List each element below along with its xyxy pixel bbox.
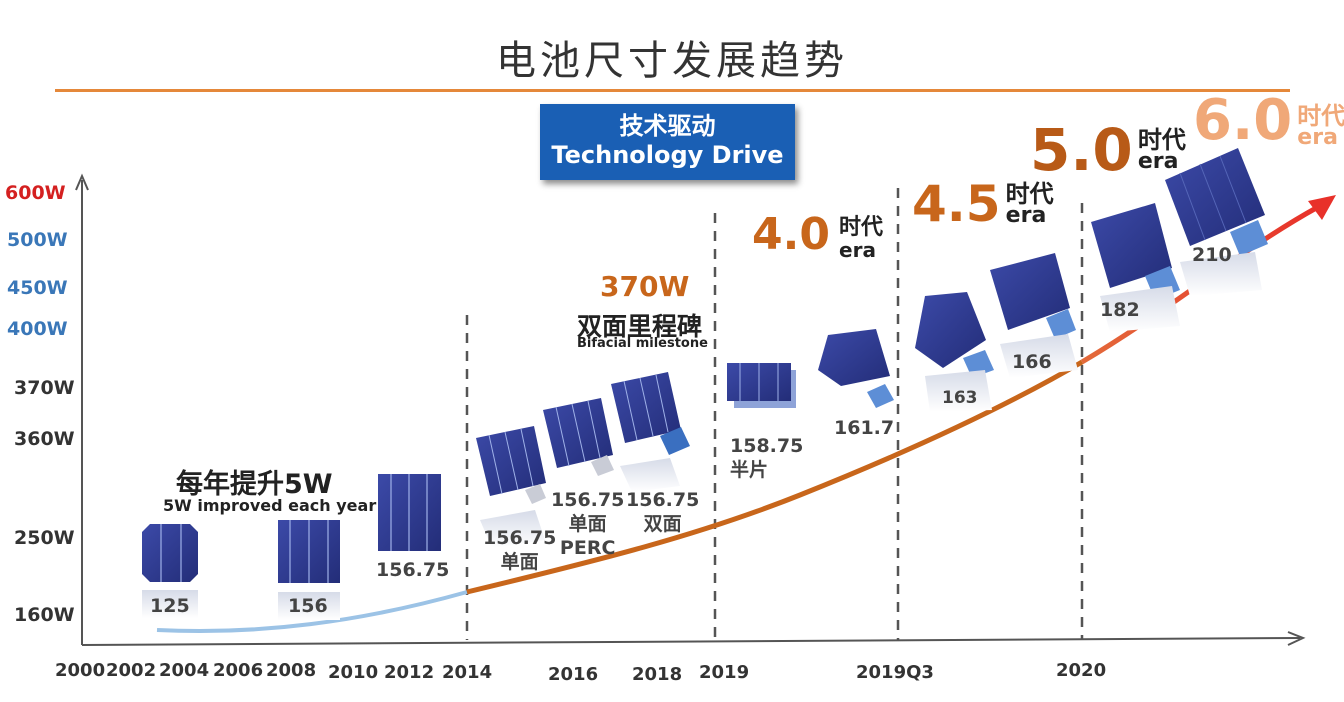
yearly-improvement-zh: 每年提升5W	[176, 469, 333, 500]
era-5-0: 5.0 时代 era	[1030, 118, 1186, 182]
banner-title-zh: 技术驱动	[619, 112, 716, 140]
era-4-0-zh: 时代	[839, 215, 884, 240]
era-4-0-en: era	[839, 238, 876, 262]
growth-arrow-head	[1308, 195, 1336, 220]
title-divider	[55, 89, 1290, 92]
wafer-label-158-75-size: 158.75	[730, 435, 804, 457]
wafer-label-156-75-mono-type: 单面	[500, 551, 539, 573]
era-6-0-en: era	[1297, 125, 1338, 150]
wafer-156-75-mono	[476, 426, 546, 548]
wafer-label-158-75-type: 半片	[730, 459, 769, 481]
y-label-160w: 160W	[14, 604, 75, 626]
wafer-158-75-half-cut	[727, 363, 796, 408]
x-label-2012: 2012	[384, 662, 435, 683]
era-6-0: 6.0 时代 era	[1193, 90, 1344, 152]
technology-drive-banner: 技术驱动 Technology Drive	[540, 104, 795, 180]
x-label-2000: 2000	[55, 660, 106, 681]
x-label-2004: 2004	[159, 660, 210, 681]
era-6-0-number: 6.0	[1193, 88, 1293, 153]
wafer-156	[278, 520, 340, 620]
wafer-161-7	[818, 329, 894, 408]
x-label-2010: 2010	[328, 662, 379, 683]
y-label-360w: 360W	[14, 428, 75, 450]
era-4-0-number: 4.0	[752, 209, 830, 260]
y-axis-arrow	[75, 173, 89, 191]
wafer-label-156-75-perc-size: 156.75	[551, 489, 625, 511]
growth-curve-mid	[466, 359, 1084, 595]
era-4-5: 4.5 时代 era	[912, 176, 1054, 232]
era-4-5-zh: 时代	[1005, 180, 1054, 208]
x-label-2020: 2020	[1056, 660, 1107, 681]
wafer-label-125: 125	[150, 595, 190, 617]
x-axis	[81, 637, 1301, 646]
era-5-0-zh: 时代	[1137, 126, 1186, 154]
era-4-5-en: era	[1005, 203, 1047, 228]
wafer-166	[990, 253, 1078, 378]
bifacial-milestone-en: Bifacial milestone	[577, 336, 708, 351]
x-axis-arrow	[1287, 631, 1306, 646]
wafer-163	[915, 292, 994, 412]
wafer-label-156-75-mono-size: 156.75	[483, 527, 557, 549]
bifacial-power: 370W	[600, 270, 690, 303]
wafer-label-166: 166	[1012, 351, 1052, 373]
y-label-450w: 450W	[7, 277, 68, 299]
y-label-370w: 370W	[14, 377, 75, 399]
wafer-label-156-75-bifacial: 156.75 双面	[626, 488, 699, 536]
wafer-label-156: 156	[288, 595, 328, 617]
y-label-400w: 400W	[7, 318, 68, 340]
wafer-label-156-75-perc-tech: PERC	[559, 537, 616, 559]
era-6-0-zh: 时代	[1297, 102, 1344, 130]
banner-title-en: Technology Drive	[551, 141, 784, 169]
wafer-label-210: 210	[1192, 244, 1232, 266]
wafer-label-163: 163	[942, 388, 978, 408]
y-label-250w: 250W	[14, 527, 75, 549]
yearly-improvement-en: 5W improved each year	[163, 496, 377, 515]
wafer-182	[1091, 203, 1180, 332]
x-label-2008: 2008	[266, 660, 317, 681]
x-label-2019q3: 2019Q3	[856, 662, 934, 683]
wafer-156-75-bifacial	[611, 372, 690, 492]
era-5-0-number: 5.0	[1030, 116, 1133, 184]
wafer-label-156-75-perc-type: 单面	[568, 513, 607, 535]
page-title: 电池尺寸发展趋势	[496, 38, 848, 84]
era-4-0: 4.0 时代 era	[752, 209, 884, 262]
x-label-2006: 2006	[213, 660, 264, 681]
wafer-label-156-75-mono: 156.75 单面	[483, 526, 556, 574]
x-label-2016: 2016	[548, 664, 599, 685]
x-label-2019: 2019	[699, 662, 750, 683]
x-label-2018: 2018	[632, 664, 683, 685]
wafer-label-161-7: 161.7	[834, 417, 895, 439]
growth-curve-early	[156, 590, 468, 634]
era-4-5-number: 4.5	[912, 175, 1001, 233]
era-5-0-en: era	[1137, 149, 1179, 174]
wafer-label-182: 182	[1100, 299, 1140, 321]
bifacial-milestone-zh: 双面里程碑	[577, 312, 703, 341]
wafer-210	[1165, 148, 1268, 296]
wafer-156-75-poly	[378, 474, 441, 551]
wafer-156-75-perc	[543, 398, 614, 476]
wafer-label-156-75-bifacial-type: 双面	[643, 513, 682, 535]
wafer-label-156-75-perc: 156.75 单面 PERC	[551, 488, 624, 560]
x-label-2002: 2002	[106, 660, 157, 681]
wafer-label-156-75-bifacial-size: 156.75	[626, 489, 700, 511]
wafer-125	[142, 524, 198, 618]
wafer-label-158-75: 158.75 半片	[730, 434, 803, 482]
wafer-label-156-75-poly: 156.75	[376, 559, 450, 581]
y-label-600w: 600W	[5, 182, 66, 204]
y-label-500w: 500W	[7, 229, 68, 251]
x-label-2014: 2014	[442, 662, 493, 683]
